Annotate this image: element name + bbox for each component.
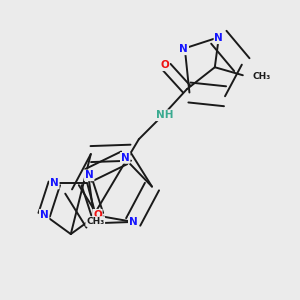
- Text: CH₃: CH₃: [253, 72, 271, 81]
- Text: N: N: [50, 178, 59, 188]
- Text: N: N: [179, 44, 188, 54]
- Text: NH: NH: [156, 110, 174, 120]
- Text: N: N: [85, 170, 94, 180]
- Text: N: N: [129, 217, 138, 227]
- Text: N: N: [121, 153, 130, 163]
- Text: O: O: [160, 60, 169, 70]
- Text: N: N: [214, 33, 223, 43]
- Text: N: N: [40, 210, 49, 220]
- Text: CH₃: CH₃: [86, 217, 104, 226]
- Text: O: O: [93, 210, 102, 220]
